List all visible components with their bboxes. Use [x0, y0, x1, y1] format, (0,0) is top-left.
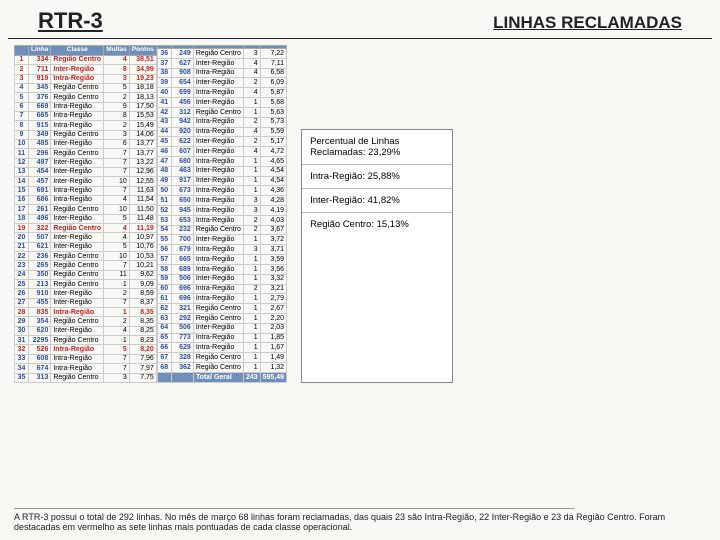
table-row: 11296Região Centro713,77 — [15, 149, 157, 158]
summary-row: Intra-Região: 25,88% — [302, 164, 452, 188]
table-row: 33608Intra-Região77,96 — [15, 354, 157, 363]
table-left: LinhaClasseMultasPontos1334Região Centro… — [14, 45, 157, 383]
table-row: 28835Intra-Região18,35 — [15, 308, 157, 317]
table-row: 43942Intra-Região25,73 — [157, 117, 286, 127]
table-row: 9349Região Centro314,06 — [15, 130, 157, 139]
footer-text: A RTR-3 possui o total de 292 linhas. No… — [14, 512, 706, 532]
table-row: 49917Inter-Região14,54 — [157, 176, 286, 186]
tables-wrap: LinhaClasseMultasPontos1334Região Centro… — [14, 45, 287, 383]
table-row: 1334Região Centro438,51 — [15, 55, 157, 64]
table-row: 54232Região Centro23,67 — [157, 225, 286, 235]
table-row: 5376Região Centro218,13 — [15, 93, 157, 102]
summary-box: Percentual de Linhas Reclamadas: 23,29% … — [301, 129, 453, 383]
table-row: 64506Inter-Região12,03 — [157, 323, 286, 333]
table-row: 4345Região Centro518,18 — [15, 83, 157, 92]
table-row: 37627Inter-Região47,11 — [157, 58, 286, 68]
table-row: 47680Intra-Região14,65 — [157, 156, 286, 166]
summary-row: Inter-Região: 41,82% — [302, 188, 452, 212]
table-row: 67328Região Centro11,49 — [157, 353, 286, 363]
table-row: 52945Intra-Região34,19 — [157, 206, 286, 216]
title-left: RTR-3 — [38, 8, 103, 34]
table-row: 44920Intra-Região45,59 — [157, 127, 286, 137]
table-row: 51650Intra-Região34,28 — [157, 196, 286, 206]
table-row: 22236Região Centro1010,53 — [15, 252, 157, 261]
table-row: 23265Região Centro710,21 — [15, 261, 157, 270]
table-row: 55700Inter-Região13,72 — [157, 235, 286, 245]
table-row: 59506Inter-Região13,32 — [157, 274, 286, 284]
table-row: 38908Intra-Região46,58 — [157, 68, 286, 78]
table-row: 2711Inter-Região834,99 — [15, 65, 157, 74]
divider: ________________________________________… — [14, 502, 706, 509]
table-right: 36249Região Centro37,2237627Inter-Região… — [157, 45, 287, 383]
table-row: 312295Região Centro18,23 — [15, 336, 157, 345]
table-row: 24350Região Centro119,62 — [15, 270, 157, 279]
table-row: 41456Inter-Região15,68 — [157, 98, 286, 108]
table-row: 57665Intra-Região13,59 — [157, 255, 286, 265]
table-row: 3919Intra-Região319,23 — [15, 74, 157, 83]
content: LinhaClasseMultasPontos1334Região Centro… — [0, 39, 720, 383]
table-row: 13454Inter-Região712,96 — [15, 167, 157, 176]
table-row: 20507Inter-Região410,97 — [15, 233, 157, 242]
table-row: 14457Inter-Região1012,55 — [15, 177, 157, 186]
table-row: 39654Inter-Região26,09 — [157, 78, 286, 88]
table-row: 10485Inter-Região613,77 — [15, 139, 157, 148]
table-row: 35313Região Centro37,75 — [15, 373, 157, 382]
title-right: LINHAS RECLAMADAS — [493, 13, 682, 33]
table-row: 6669Intra-Região917,50 — [15, 102, 157, 111]
summary-row: Região Centro: 15,13% — [302, 212, 452, 236]
table-row: 16686Intra-Região411,54 — [15, 195, 157, 204]
table-row: 65773Intra-Região11,85 — [157, 333, 286, 343]
table-row: 17261Região Centro1011,50 — [15, 205, 157, 214]
table-row: 34674Intra-Região77,97 — [15, 364, 157, 373]
header: RTR-3 LINHAS RECLAMADAS — [8, 0, 712, 39]
table-row: 18496Inter-Região511,48 — [15, 214, 157, 223]
table-row: 7665Intra-Região815,53 — [15, 111, 157, 120]
table-row: 30620Inter-Região48,25 — [15, 326, 157, 335]
table-row: 25213Região Centro19,09 — [15, 280, 157, 289]
table-row: 26910Inter-Região28,59 — [15, 289, 157, 298]
table-row: 46607Inter-Região44,72 — [157, 147, 286, 157]
table-row: 27455Inter-Região78,37 — [15, 298, 157, 307]
table-row: 29354Região Centro28,35 — [15, 317, 157, 326]
table-row: 12497Inter-Região713,22 — [15, 158, 157, 167]
table-row: 8915Intra-Região215,49 — [15, 121, 157, 130]
table-row: 40699Intra-Região45,87 — [157, 88, 286, 98]
table-row: 45622Inter-Região25,17 — [157, 137, 286, 147]
table-row: 21621Inter-Região510,76 — [15, 242, 157, 251]
total-row: Total Geral243595,49 — [157, 372, 286, 382]
table-row: 42312Região Centro15,63 — [157, 107, 286, 117]
table-row: 50673Intra-Região14,36 — [157, 186, 286, 196]
table-row: 68362Região Centro11,32 — [157, 363, 286, 373]
table-row: 15691Intra-Região711,63 — [15, 186, 157, 195]
table-row: 61696Intra-Região12,79 — [157, 294, 286, 304]
table-row: 48463Inter-Região14,54 — [157, 166, 286, 176]
table-row: 53653Intra-Região24,03 — [157, 215, 286, 225]
table-row: 19322Região Centro411,19 — [15, 224, 157, 233]
table-row: 56679Intra-Região33,71 — [157, 245, 286, 255]
table-row: 63292Região Centro12,20 — [157, 313, 286, 323]
table-row: 60696Intra-Região23,21 — [157, 284, 286, 294]
table-row: 66629Intra-Região11,67 — [157, 343, 286, 353]
table-row: 62321Região Centro12,67 — [157, 304, 286, 314]
footer: ________________________________________… — [14, 502, 706, 532]
table-row: 58689Intra-Região13,56 — [157, 264, 286, 274]
table-row: 32526Intra-Região58,20 — [15, 345, 157, 354]
table-row: 36249Região Centro37,22 — [157, 49, 286, 59]
summary-row: Percentual de Linhas Reclamadas: 23,29% — [302, 130, 452, 164]
